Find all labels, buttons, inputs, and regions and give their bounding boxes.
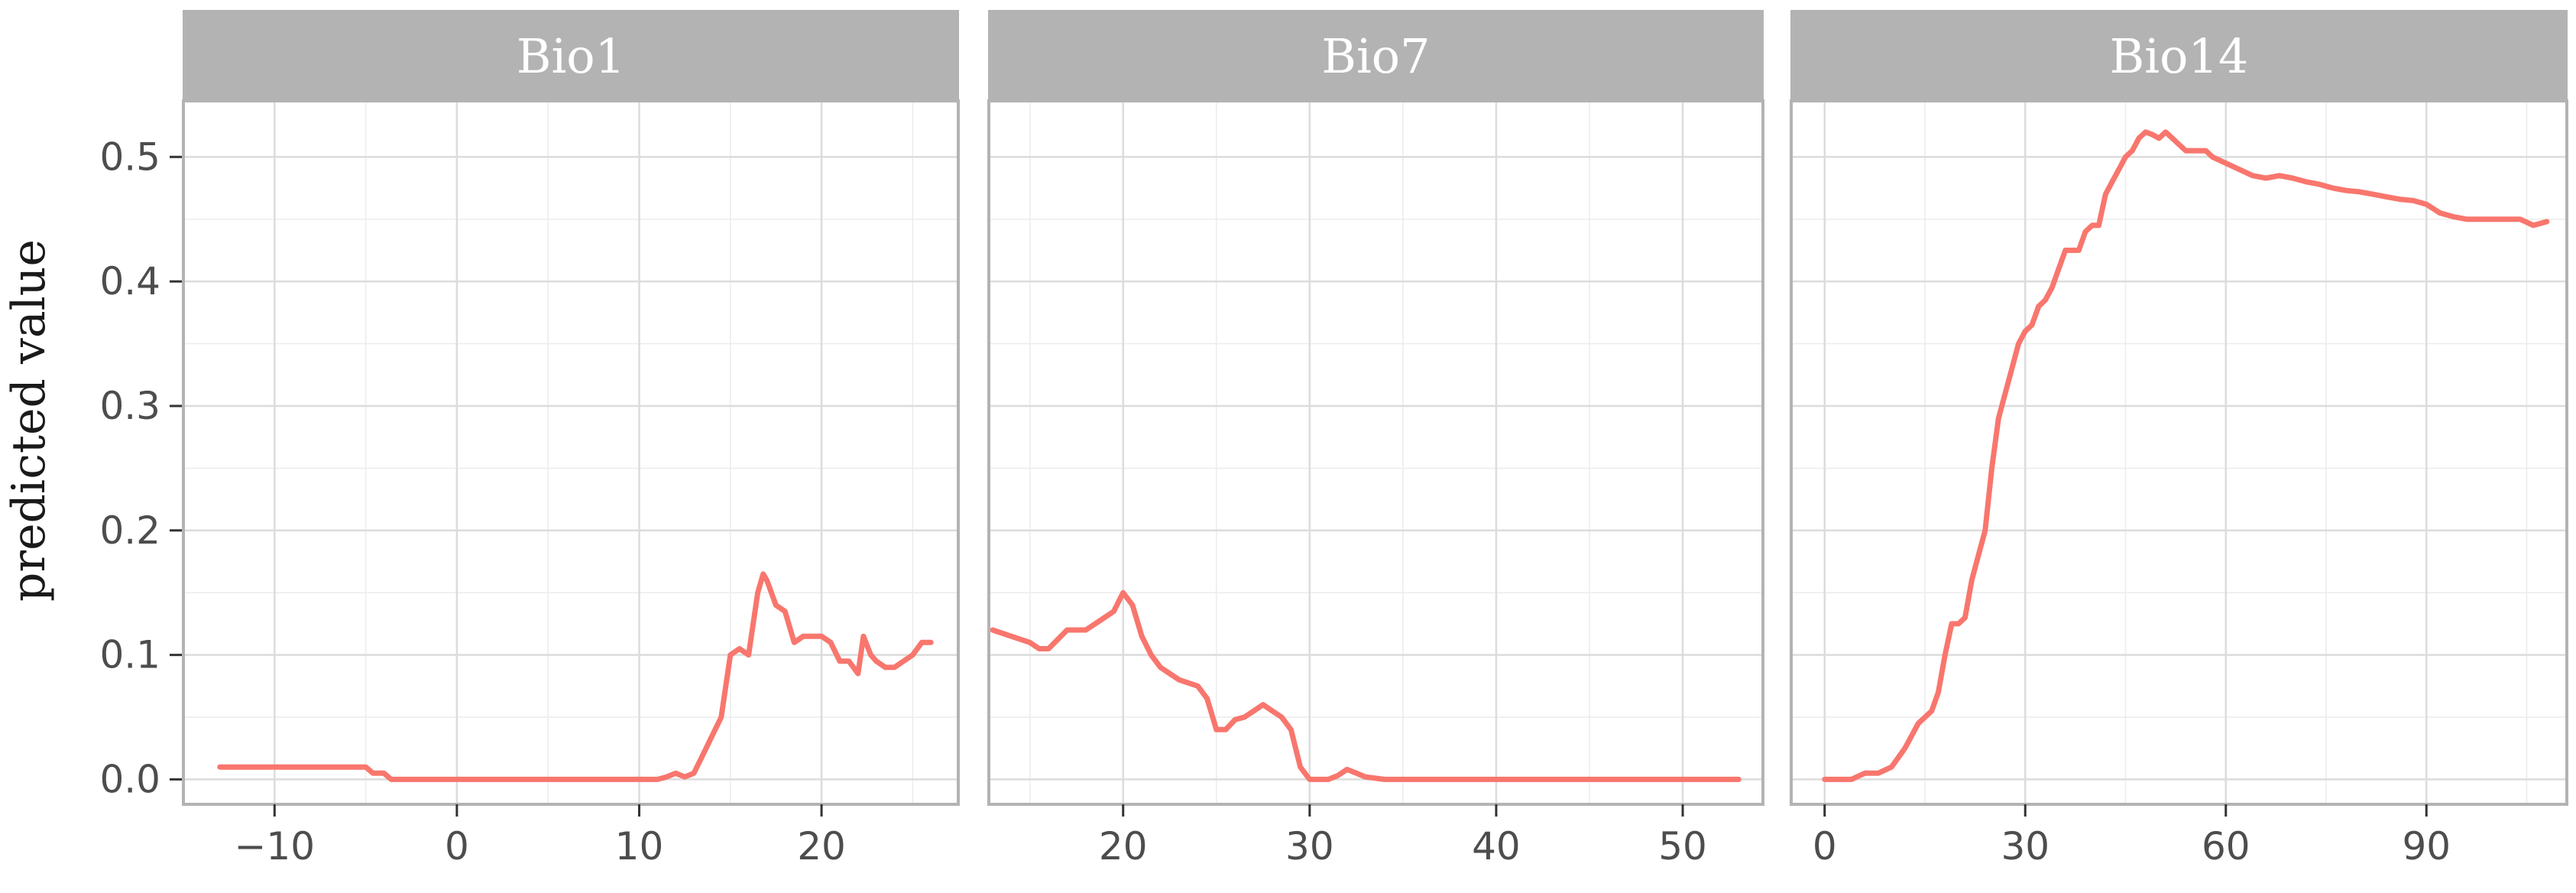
panel-bio7: Bio7 20 30 40 50: [987, 10, 1764, 869]
x-tick-label: 20: [797, 824, 846, 869]
x-tick-label: 30: [1285, 824, 1334, 869]
panel-bio14: Bio14 0 30 60 90: [1790, 10, 2568, 869]
facet-panels: Bio1 −10 0 10 20 Bio7 20 30 40 50 Bio14 0 30 60 90: [182, 10, 2568, 869]
x-tick-label: 90: [2402, 824, 2451, 869]
facet-strip-label: Bio14: [2110, 28, 2249, 84]
facet-strip: [183, 10, 959, 102]
y-tick-label: 0.2: [99, 508, 160, 553]
x-tick-label: 40: [1472, 824, 1521, 869]
x-tick-label: 10: [615, 824, 664, 869]
y-axis: 0.0 0.1 0.2 0.3 0.4 0.5: [99, 135, 183, 801]
panel-bio1: Bio1 −10 0 10 20: [182, 10, 960, 869]
series-line: [1822, 129, 2550, 782]
y-tick-label: 0.5: [99, 135, 160, 179]
series-line: [990, 589, 1742, 782]
y-tick-label: 0.4: [99, 259, 160, 304]
plot-background: [989, 101, 1763, 804]
x-tick-label: 20: [1099, 824, 1148, 869]
y-tick-label: 0.1: [99, 633, 160, 677]
y-tick-label: 0.3: [99, 384, 160, 428]
x-tick-label: 30: [2001, 824, 2049, 869]
x-tick-label: 0: [445, 824, 469, 869]
plot-background: [183, 101, 958, 804]
series-line: [217, 571, 934, 782]
x-tick-label: −10: [235, 824, 316, 869]
plot-background: [1791, 101, 2567, 804]
facet-strip: [988, 10, 1764, 102]
facet-strip-label: Bio7: [1321, 28, 1430, 84]
facet-strip-label: Bio1: [517, 28, 625, 84]
facet-strip: [1790, 10, 2568, 102]
y-axis-label: predicted value: [2, 239, 56, 602]
x-tick-label: 50: [1658, 824, 1707, 869]
x-tick-label: 60: [2202, 824, 2250, 869]
y-tick-label: 0.0: [99, 757, 160, 801]
x-tick-label: 0: [1813, 824, 1837, 869]
